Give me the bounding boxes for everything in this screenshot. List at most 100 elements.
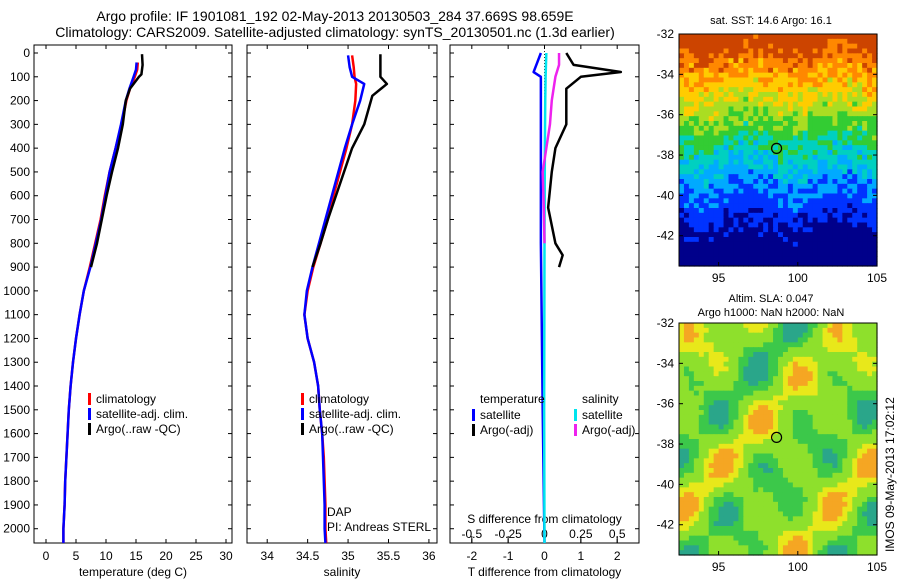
map-cell	[787, 540, 794, 546]
map-cell	[837, 111, 843, 117]
map-cell	[713, 203, 720, 209]
map-cell	[792, 453, 799, 459]
map-cell	[753, 63, 759, 69]
map-cell	[778, 121, 784, 127]
map-cell	[827, 251, 834, 257]
map-cell	[768, 463, 774, 469]
map-cell	[693, 34, 700, 40]
map-cell	[852, 545, 858, 551]
x-tick-label: 34.5	[296, 549, 320, 563]
map-cell	[847, 106, 853, 112]
map-cell	[718, 443, 725, 450]
map-cell	[738, 72, 744, 79]
map-cell	[797, 232, 804, 238]
map-cell	[778, 125, 784, 132]
map-cell	[778, 174, 784, 180]
map-cell	[802, 130, 809, 137]
map-cell	[827, 521, 834, 527]
map-cell	[872, 188, 878, 195]
map-cell	[679, 361, 685, 368]
map-cell	[768, 342, 774, 348]
map-cell	[807, 87, 814, 93]
map-cell	[807, 429, 814, 435]
map-cell	[708, 48, 715, 54]
map-cell	[768, 72, 774, 79]
map-cell	[792, 135, 799, 141]
map-cell	[718, 439, 725, 445]
map-cell	[748, 125, 754, 132]
map-cell	[842, 453, 848, 459]
map-cell	[842, 222, 848, 228]
map-cell	[787, 92, 794, 98]
map-cell	[768, 376, 774, 382]
map-cell	[679, 53, 685, 59]
map-cell	[753, 77, 759, 83]
map-cell	[683, 352, 690, 358]
map-cell	[832, 400, 838, 406]
map-cell	[847, 77, 853, 83]
map-cell	[743, 419, 749, 426]
map-cell	[728, 101, 735, 108]
map-cell	[679, 179, 685, 185]
map-cell	[693, 140, 700, 146]
map-cell	[797, 43, 804, 50]
map-cell	[743, 145, 749, 151]
map-cell	[812, 487, 819, 493]
map-cell	[867, 96, 873, 103]
map-cell	[867, 352, 873, 358]
map-cell	[738, 356, 744, 363]
map-cell	[773, 381, 779, 387]
map-cell	[812, 164, 819, 170]
map-cell	[787, 429, 794, 435]
map-cell	[832, 82, 838, 88]
map-cell	[792, 352, 799, 358]
map-cell	[792, 414, 799, 421]
map-cell	[832, 323, 838, 329]
map-cell	[872, 530, 878, 537]
map-cell	[723, 87, 730, 93]
map-cell	[852, 212, 858, 219]
map-cell	[718, 400, 725, 406]
map-cell	[778, 217, 784, 224]
map-cell	[738, 530, 744, 537]
map-cell	[827, 472, 834, 479]
map-cell	[773, 361, 779, 368]
map-cell	[688, 540, 695, 546]
map-cell	[782, 227, 789, 233]
map-cell	[847, 550, 853, 556]
map-cell	[802, 337, 809, 343]
map-cell	[758, 164, 764, 170]
map-cell	[768, 154, 774, 161]
map-cell	[792, 516, 799, 522]
map-cell	[857, 101, 863, 108]
map-cell	[698, 356, 705, 363]
map-cell	[842, 198, 848, 204]
map-cell	[862, 352, 868, 358]
map-cell	[768, 43, 774, 50]
map-cell	[688, 38, 695, 45]
map-cell	[748, 448, 754, 455]
map-cell	[827, 140, 834, 146]
map-cell	[867, 371, 873, 377]
map-cell	[688, 203, 695, 209]
map-cell	[832, 443, 838, 450]
map-cell	[872, 53, 878, 59]
map-cell	[867, 140, 873, 146]
map-cell	[802, 540, 809, 546]
map-cell	[827, 385, 834, 392]
map-cell	[723, 526, 730, 532]
map-cell	[738, 395, 744, 401]
map-cell	[822, 361, 829, 368]
map-cell	[872, 419, 878, 426]
map-cell	[728, 111, 735, 117]
map-cell	[753, 237, 759, 243]
map-cell	[743, 535, 749, 542]
map-cell	[837, 193, 843, 199]
map-cell	[867, 530, 873, 537]
map-cell	[743, 256, 749, 262]
map-cell	[787, 67, 794, 74]
map-cell	[773, 521, 779, 527]
map-cell	[683, 361, 690, 368]
map-cell	[778, 511, 784, 517]
map-cell	[782, 237, 789, 243]
